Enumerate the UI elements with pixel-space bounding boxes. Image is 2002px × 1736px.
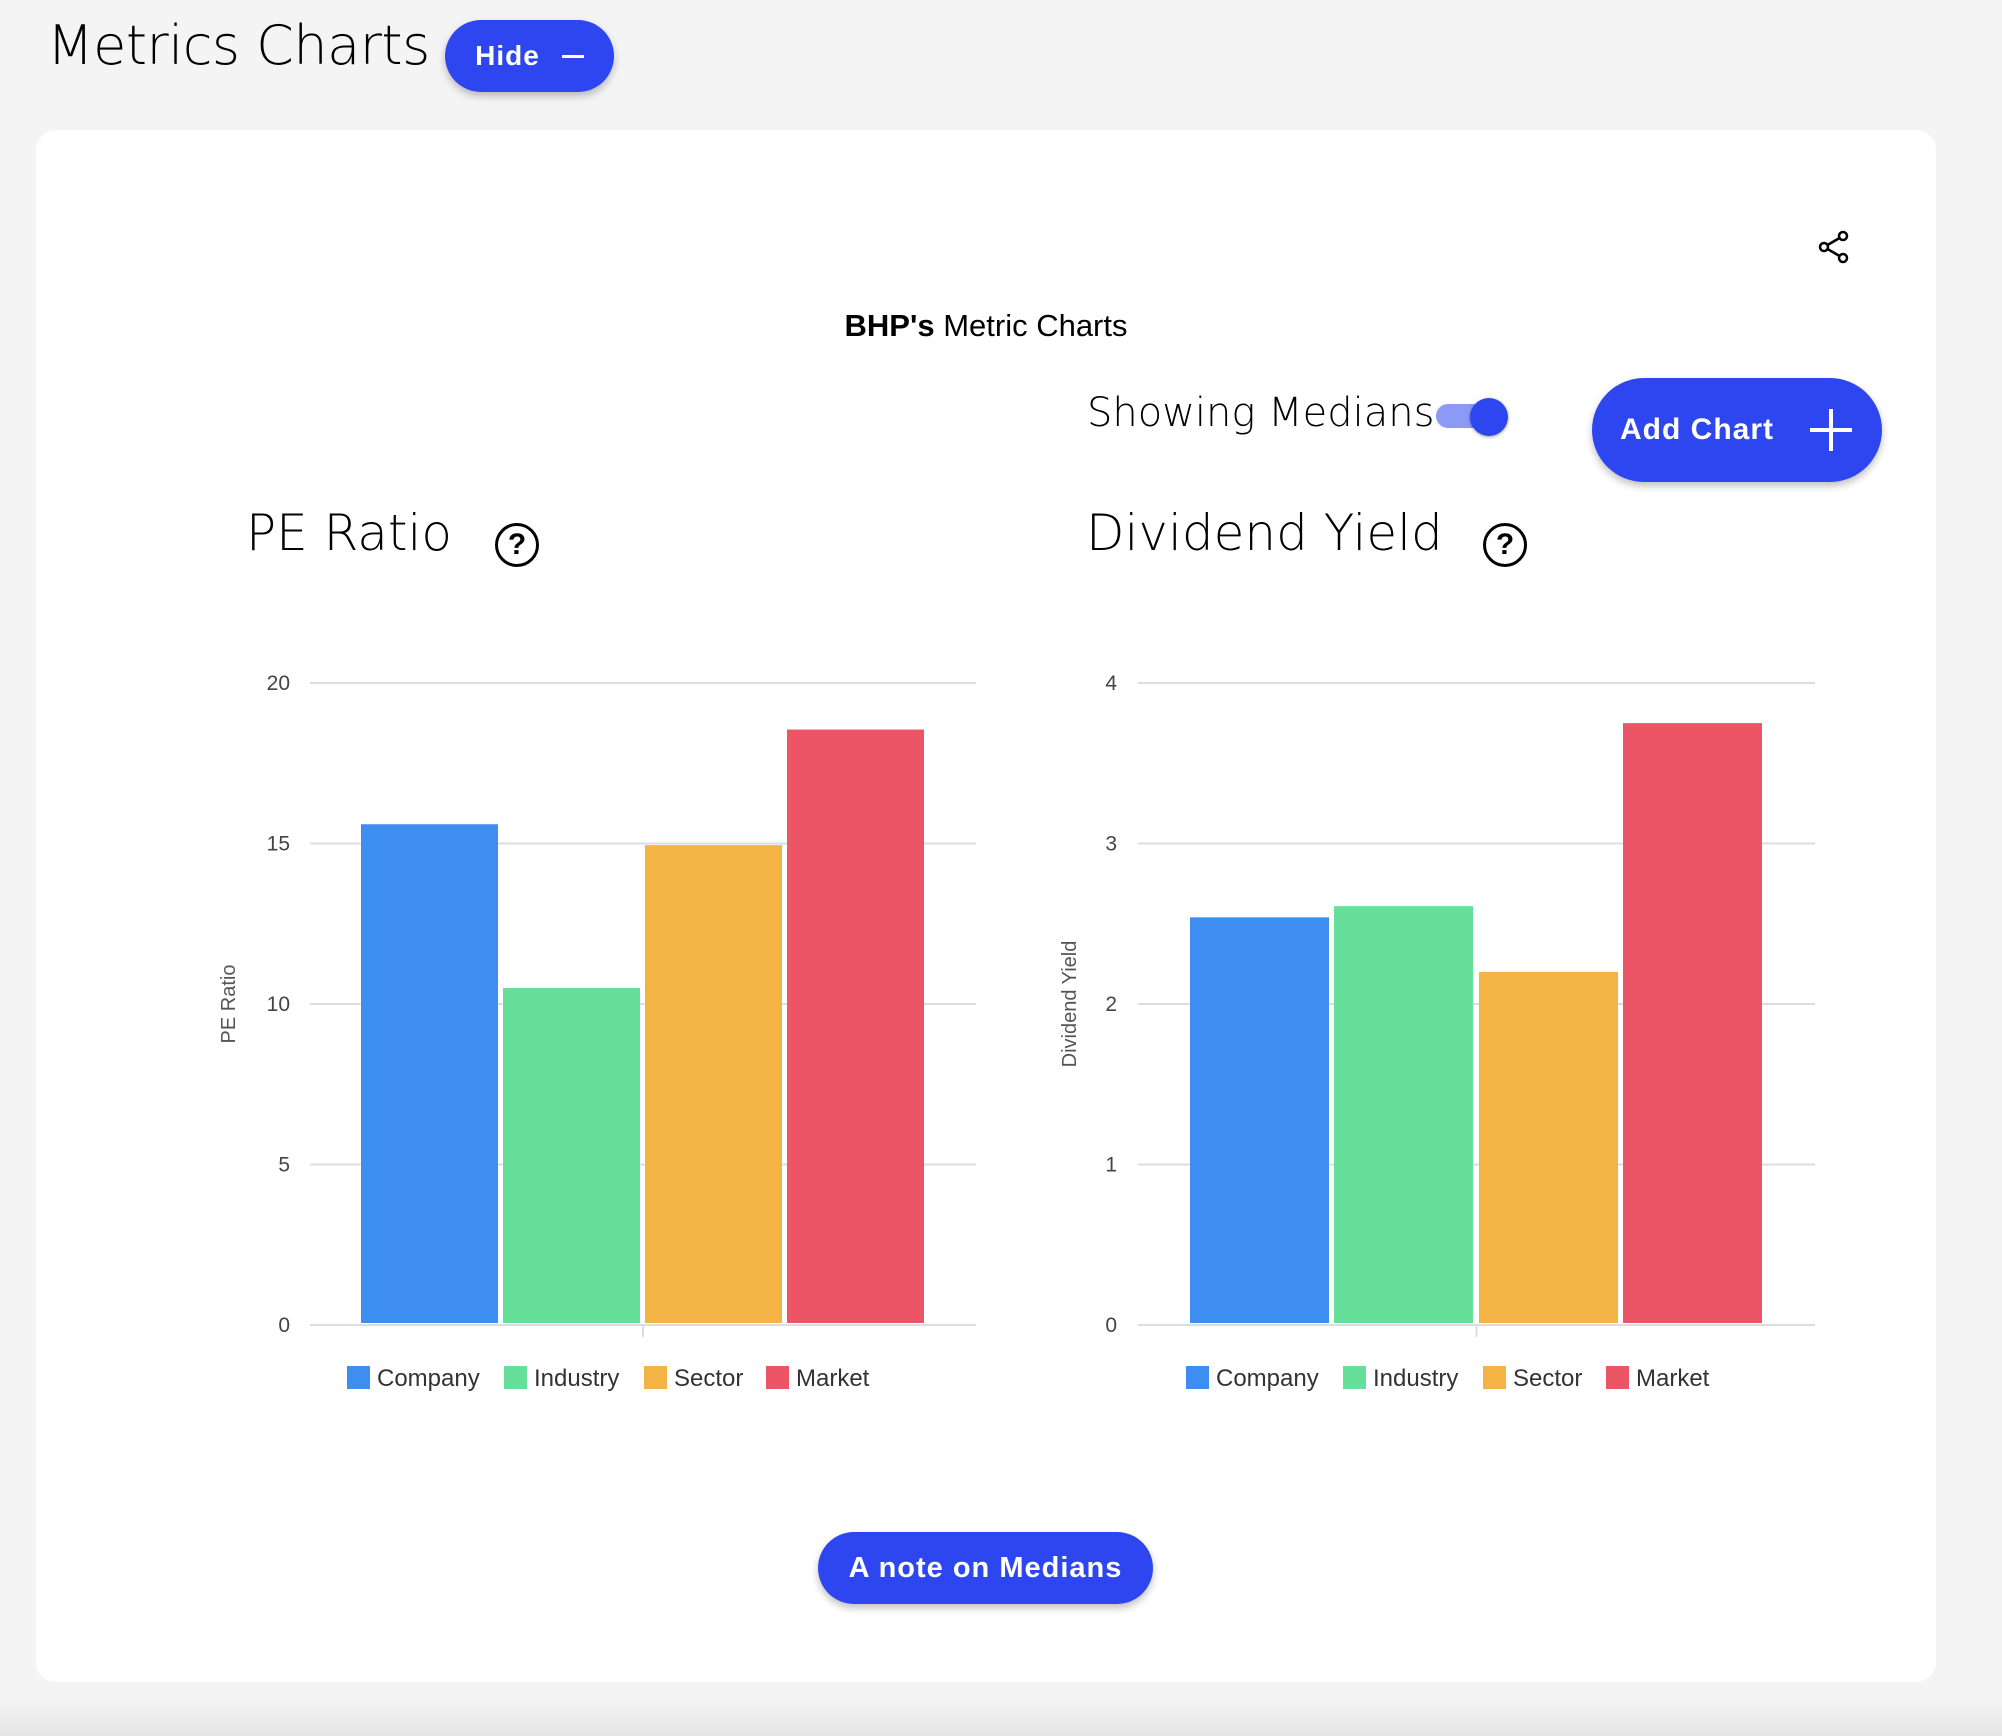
note-on-medians-button[interactable]: A note on Medians: [818, 1532, 1153, 1604]
legend-swatch-sector: [644, 1366, 667, 1389]
company-ticker: BHP's: [844, 308, 935, 343]
bar-company: [1190, 917, 1329, 1323]
legend-label: Market: [1636, 1365, 1710, 1392]
hide-button[interactable]: Hide: [445, 20, 614, 92]
y-tick-label: 10: [267, 993, 290, 1016]
legend-swatch-market: [766, 1366, 789, 1389]
plus-icon: [1810, 409, 1852, 451]
share-icon[interactable]: [1818, 230, 1850, 264]
page-bottom: [0, 1700, 2002, 1736]
bar-market: [1623, 723, 1762, 1323]
dividend-yield-chart: 0 1 2 3 4 Dividend Yield Company Industry Sector…: [1059, 672, 1815, 1392]
bar-sector: [1479, 971, 1618, 1323]
bar-industry: [1334, 906, 1473, 1323]
dividend-yield-title: Dividend Yield: [1086, 504, 1443, 562]
y-tick-label: 0: [1105, 1314, 1117, 1337]
legend-label: Sector: [1513, 1365, 1582, 1392]
minus-icon: [561, 54, 584, 58]
y-tick-label: 0: [278, 1314, 290, 1337]
legend-swatch-company: [1186, 1366, 1209, 1389]
card-subtitle: BHP's Metric Charts: [0, 308, 1972, 344]
pe-help-icon[interactable]: ?: [495, 523, 539, 567]
y-tick-label: 20: [267, 672, 290, 695]
y-tick-label: 4: [1105, 672, 1117, 695]
legend-swatch-industry: [1343, 1366, 1366, 1389]
bar-sector: [645, 845, 782, 1323]
legend-swatch-market: [1606, 1366, 1629, 1389]
legend-swatch-industry: [504, 1366, 527, 1389]
legend-label: Sector: [674, 1365, 743, 1392]
y-tick-label: 5: [278, 1154, 290, 1177]
medians-label: Showing Medians: [1087, 390, 1435, 436]
y-axis-title: Dividend Yield: [1059, 941, 1081, 1068]
y-axis-title: PE Ratio: [218, 965, 240, 1044]
legend-label: Company: [1216, 1365, 1319, 1392]
page-title: Metrics Charts: [47, 14, 430, 77]
legend-label: Company: [377, 1365, 480, 1392]
subtitle-text: Metric Charts: [934, 308, 1128, 343]
pe-ratio-title: PE Ratio: [246, 504, 453, 562]
y-tick-label: 15: [267, 833, 290, 856]
bar-market: [787, 729, 924, 1323]
legend-swatch-company: [347, 1366, 370, 1389]
y-tick-label: 3: [1105, 833, 1117, 856]
medians-toggle[interactable]: [1436, 398, 1510, 436]
bar-industry: [503, 987, 640, 1323]
add-chart-label: Add Chart: [1620, 413, 1774, 446]
bar-company: [361, 824, 498, 1323]
y-tick-label: 2: [1105, 993, 1117, 1016]
pe-ratio-chart: 0 5 10 15 20 PE Ratio Company Industry Sector Mar…: [218, 672, 976, 1392]
legend-label: Industry: [1373, 1365, 1458, 1392]
legend-swatch-sector: [1483, 1366, 1506, 1389]
hide-label: Hide: [475, 40, 540, 71]
add-chart-button[interactable]: Add Chart: [1592, 378, 1882, 482]
y-tick-label: 1: [1105, 1154, 1117, 1177]
dy-help-icon[interactable]: ?: [1483, 523, 1527, 567]
legend-label: Market: [796, 1365, 870, 1392]
legend-label: Industry: [534, 1365, 619, 1392]
